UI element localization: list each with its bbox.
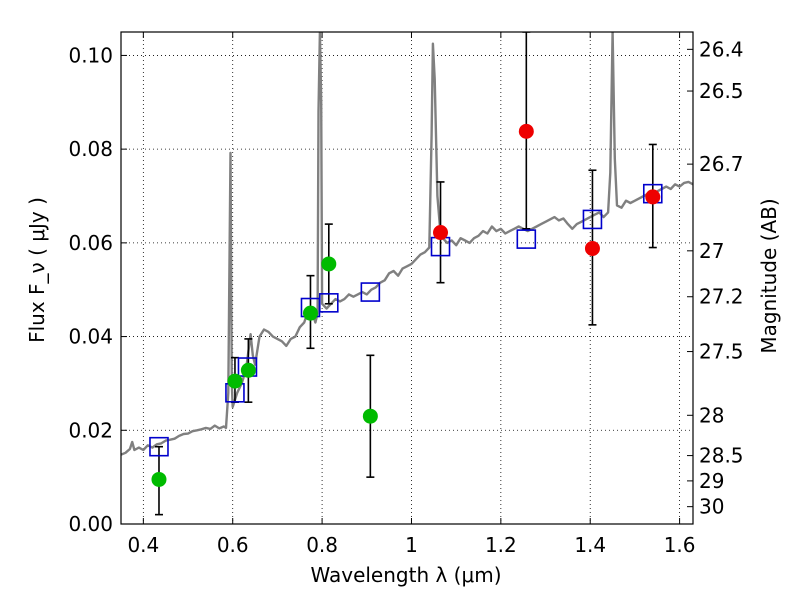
data-point	[362, 408, 378, 424]
x-tick-label: 0.8	[306, 533, 338, 557]
spectrum-line	[121, 32, 693, 456]
right-axis-label: Magnitude (AB)	[757, 198, 781, 353]
model-square-marker	[360, 282, 381, 302]
model-square-marker	[582, 209, 603, 230]
data-point	[302, 305, 318, 321]
plot-data	[121, 32, 693, 516]
right-tick-label: 29	[699, 469, 724, 493]
right-tick-label: 26.5	[699, 79, 744, 103]
axis-ticks: 0.4 0.6 0.8 1 1.2 1.4 1.6 0.00 0.02 0.04 0.06 0.08 0…	[68, 32, 744, 557]
plot-frame	[120, 31, 694, 525]
data-point	[321, 256, 337, 272]
y-tick-label: 0.02	[68, 418, 113, 442]
right-tick-label: 28	[699, 403, 724, 427]
model-square-marker	[318, 293, 339, 313]
data-point	[151, 471, 167, 487]
data-point	[518, 123, 534, 139]
data-point	[433, 225, 449, 241]
data-point	[645, 189, 661, 205]
y-axis-label: Flux F_ν ( μJy )	[25, 197, 49, 343]
right-tick-label: 26.4	[699, 37, 744, 61]
x-tick-label: 0.6	[217, 533, 249, 557]
spectrum-layer	[121, 32, 693, 456]
data-point	[240, 362, 256, 378]
model-squares-layer	[149, 183, 663, 457]
x-tick-label: 0.4	[127, 533, 159, 557]
data-point	[584, 240, 600, 256]
data-point	[227, 373, 243, 389]
right-tick-label: 30	[699, 495, 724, 519]
right-tick-label: 28.5	[699, 444, 744, 468]
observed-points-layer	[151, 123, 661, 487]
right-tick-label: 27.2	[699, 285, 744, 309]
x-tick-label: 1.2	[485, 533, 517, 557]
y-tick-label: 0.10	[68, 43, 113, 67]
right-tick-label: 27.5	[699, 340, 744, 364]
y-tick-label: 0.08	[68, 137, 113, 161]
x-tick-label: 1.6	[664, 533, 696, 557]
x-tick-label: 1	[405, 533, 418, 557]
right-tick-label: 27	[699, 239, 724, 263]
x-axis-label: Wavelength λ (μm)	[310, 563, 501, 587]
model-square-marker	[149, 436, 169, 457]
grid	[121, 32, 693, 525]
model-square-marker	[516, 229, 537, 249]
right-tick-label: 26.7	[699, 152, 744, 176]
y-tick-label: 0.00	[68, 512, 113, 536]
y-tick-label: 0.04	[68, 325, 113, 349]
y-tick-label: 0.06	[68, 231, 113, 255]
x-tick-label: 1.4	[574, 533, 606, 557]
